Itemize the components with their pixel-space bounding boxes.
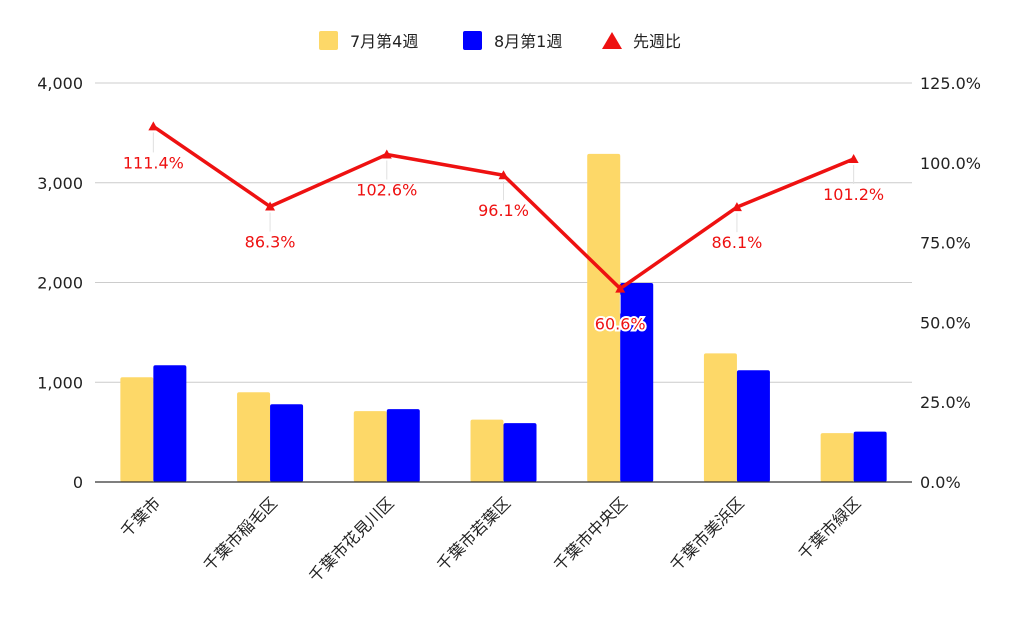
bar (703, 353, 737, 482)
bar (153, 365, 187, 482)
right-axis-tick-label: 125.0% (920, 74, 981, 93)
bars (120, 153, 887, 482)
data-label: 101.2% (823, 185, 884, 204)
right-axis-tick-label: 25.0% (920, 393, 971, 412)
right-axis-tick-label: 75.0% (920, 234, 971, 253)
data-label: 102.6% (356, 181, 417, 200)
data-labels: 111.4% 86.3% 102.6% 96.1% 60.6% 86.1% 101.2% (123, 132, 884, 336)
ratio-point-marker (148, 121, 159, 131)
legend-label: 8月第1週 (494, 32, 562, 51)
legend: 7月第4週 8月第1週 先週比 (319, 31, 681, 51)
bar (470, 419, 504, 482)
bar (270, 404, 304, 482)
legend-swatch (319, 31, 338, 50)
data-label: 96.1% (478, 201, 529, 220)
ratio-line (148, 121, 859, 293)
legend-label: 7月第4週 (350, 32, 418, 51)
data-label: 111.4% (123, 153, 184, 172)
ratio-point-marker (265, 201, 276, 211)
bar (120, 377, 154, 482)
category-label: 千葉市若葉区 (433, 493, 514, 574)
category-label: 千葉市緑区 (794, 493, 864, 563)
bar (386, 409, 420, 482)
left-axis-tick-label: 1,000 (37, 373, 83, 392)
axes: 0 1,000 2,000 3,000 4,000 0.0% 25.0% 50.0% 75.0%… (37, 74, 981, 586)
ratio-point-marker (848, 153, 859, 163)
left-axis-tick-label: 0 (73, 473, 83, 492)
category-label: 千葉市花見川区 (305, 493, 398, 586)
category-label: 千葉市 (117, 493, 164, 540)
bar (853, 431, 887, 482)
legend-swatch (463, 31, 482, 50)
bar (353, 411, 387, 482)
bar (503, 423, 537, 482)
left-axis-tick-label: 4,000 (37, 74, 83, 93)
data-label: 86.3% (245, 233, 296, 252)
right-axis-tick-label: 0.0% (920, 473, 961, 492)
right-axis-tick-label: 50.0% (920, 313, 971, 332)
left-axis-tick-label: 2,000 (37, 274, 83, 293)
left-axis-tick-label: 3,000 (37, 174, 83, 193)
data-label: 60.6% (595, 315, 646, 334)
bar (587, 153, 621, 482)
data-label: 86.1% (712, 233, 763, 252)
legend-swatch (602, 32, 622, 49)
category-label: 千葉市美浜区 (666, 493, 747, 574)
right-axis-tick-label: 100.0% (920, 154, 981, 173)
ratio-point-marker (381, 149, 392, 159)
gridlines (95, 82, 912, 383)
bar (620, 282, 654, 482)
category-label: 千葉市稲毛区 (200, 493, 281, 574)
ratio-point-marker (498, 170, 509, 180)
ratio-point-marker (731, 202, 742, 212)
category-label: 千葉市中央区 (550, 493, 631, 574)
bar (820, 433, 854, 482)
bar (237, 392, 271, 482)
legend-label: 先週比 (633, 32, 681, 51)
bar (736, 370, 770, 482)
ratio-point-marker (615, 283, 626, 293)
